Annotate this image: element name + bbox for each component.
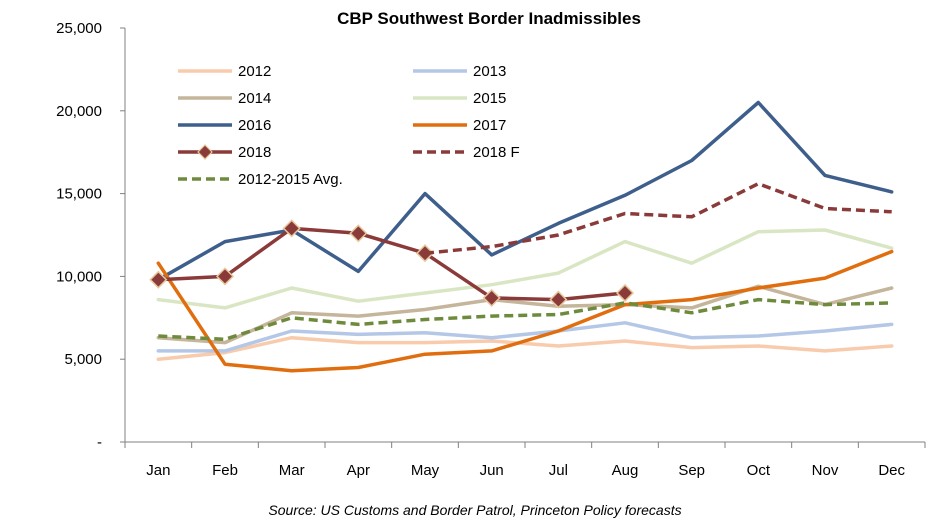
x-tick-label: Feb <box>212 462 238 479</box>
series-layer <box>149 100 894 373</box>
series-line-2017 <box>156 249 894 373</box>
series-2014 <box>156 284 894 345</box>
x-tick-label: Sep <box>678 462 705 479</box>
legend-label-2013: 2013 <box>473 63 506 80</box>
y-tick-label: 10,000 <box>56 268 102 285</box>
series-2018-f <box>424 181 892 255</box>
x-tick-label: Jun <box>480 462 504 479</box>
series-line-2013 <box>156 321 894 353</box>
data-point-2018 <box>349 224 368 243</box>
legend-label-2018-f: 2018 F <box>473 144 520 161</box>
series-line-2018-f <box>424 181 892 255</box>
data-point-2018 <box>282 219 301 238</box>
legend-label-2012: 2012 <box>238 63 271 80</box>
data-point-2018 <box>615 283 635 303</box>
y-tick-label: 20,000 <box>56 103 102 120</box>
x-tick-label: Mar <box>279 462 305 479</box>
y-tick-label: 5,000 <box>64 351 102 368</box>
series-line-2012 <box>156 335 894 361</box>
legend-item-2012-2015-avg: 2012-2015 Avg. <box>178 171 343 188</box>
x-tick-label: Apr <box>347 462 370 479</box>
data-point-2018 <box>482 288 501 307</box>
series-line-2015 <box>156 228 894 310</box>
legend-item-2017: 2017 <box>413 117 506 134</box>
data-point-2018 <box>215 267 235 286</box>
legend-marker-2018 <box>197 144 213 160</box>
legend-item-2018-f: 2018 F <box>413 144 520 161</box>
x-tick-label: Aug <box>612 462 639 479</box>
x-tick-label: Jul <box>549 462 568 479</box>
x-tick-label: Dec <box>878 462 905 479</box>
series-2013 <box>156 321 894 353</box>
series-2017 <box>156 249 894 373</box>
legend-label-2014: 2014 <box>238 90 271 107</box>
legend-item-2014: 2014 <box>178 90 271 107</box>
legend-item-2016: 2016 <box>178 117 271 134</box>
legend-label-2018: 2018 <box>238 144 271 161</box>
series-2015 <box>156 228 894 310</box>
legend-item-2012: 2012 <box>178 63 271 80</box>
x-tick-label: Nov <box>812 462 839 479</box>
data-point-2018 <box>149 270 168 289</box>
chart-title: CBP Southwest Border Inadmissibles <box>337 9 641 28</box>
legend-label-2012-2015-avg: 2012-2015 Avg. <box>238 171 343 188</box>
y-tick-label: 15,000 <box>56 186 102 203</box>
series-2018 <box>149 219 635 309</box>
series-2012 <box>156 335 894 361</box>
legend-item-2015: 2015 <box>413 90 506 107</box>
legend-label-2016: 2016 <box>238 117 271 134</box>
series-2012-2015-avg <box>158 297 892 342</box>
series-line-2018 <box>156 226 627 302</box>
chart-source-note: Source: US Customs and Border Patrol, Pr… <box>268 502 681 518</box>
data-point-2018 <box>415 244 435 263</box>
x-tick-label: Oct <box>747 462 771 479</box>
x-tick-label: May <box>411 462 440 479</box>
legend-label-2017: 2017 <box>473 117 506 134</box>
axes: - 5,000 10,000 15,000 20,000 25,000 Jan Feb Mar A… <box>56 20 926 479</box>
data-point-2018 <box>549 290 568 309</box>
series-line-2014 <box>156 284 894 345</box>
legend-item-2013: 2013 <box>413 63 506 80</box>
y-tick-label: - <box>97 434 102 451</box>
x-tick-label: Jan <box>146 462 170 479</box>
series-line-2012-2015-avg <box>158 297 892 342</box>
y-tick-label: 25,000 <box>56 20 102 37</box>
legend: 2012 2013 2014 2015 2016 2017 2018 2018 F 2012-2… <box>178 63 520 188</box>
legend-label-2015: 2015 <box>473 90 506 107</box>
legend-item-2018: 2018 <box>178 144 271 161</box>
